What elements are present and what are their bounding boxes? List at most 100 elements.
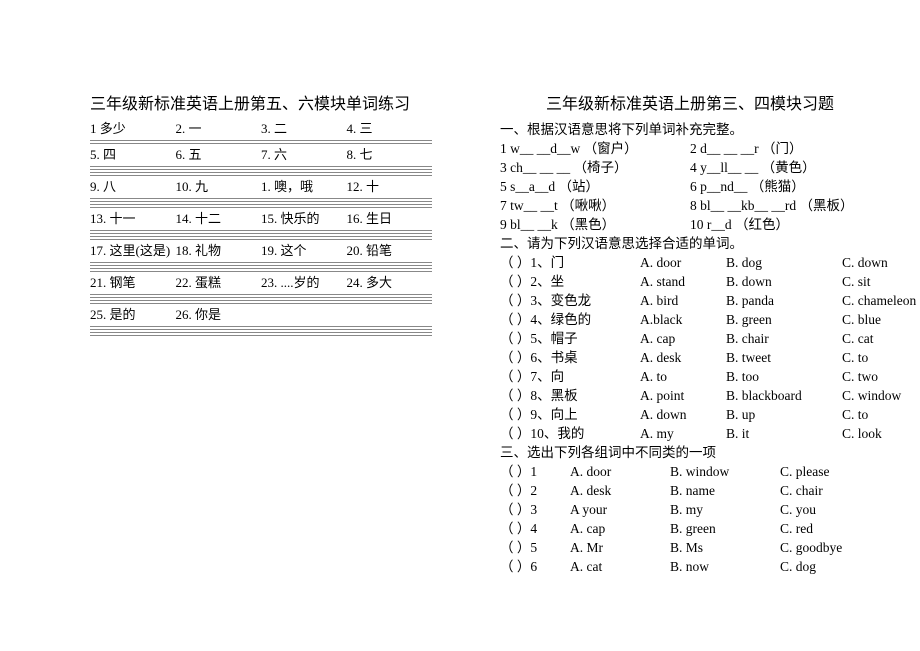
mc-option: B. green: [670, 519, 780, 538]
mc-item: （ ）2、坐A. standB. downC. sit: [500, 272, 880, 291]
write-line: [90, 268, 432, 269]
mc-item: （ ）9、向上A. downB. upC. to: [500, 405, 880, 424]
mc-item: （ ）1A. doorB. windowC. please: [500, 462, 880, 481]
mc-option: A. point: [640, 386, 720, 405]
fill-pair: 9 bl__ __k （黑色）10 r__d （红色）: [500, 215, 880, 234]
mc-stem: （ ）9、向上: [500, 405, 640, 424]
word-item: [261, 306, 347, 324]
fill-left: 5 s__a__d （站）: [500, 177, 690, 196]
mc-option: A. desk: [640, 348, 720, 367]
mc-option: A. cat: [570, 557, 670, 576]
write-line: [90, 271, 432, 272]
mc-option: C. red: [780, 519, 813, 538]
left-groups: 1 多少2. 一3. 二4. 三5. 四6. 五7. 六8. 七9. 八10. …: [90, 120, 432, 336]
mc-item: （ ）6、书桌A. deskB. tweetC. to: [500, 348, 880, 367]
word-group: 5. 四6. 五7. 六8. 七: [90, 146, 432, 176]
mc-option: C. two: [842, 367, 878, 386]
mc-stem: （ ）5、帽子: [500, 329, 640, 348]
mc-option: B. name: [670, 481, 780, 500]
word-item: 15. 快乐的: [261, 210, 347, 228]
mc-option: C. cat: [842, 329, 874, 348]
write-line: [90, 143, 432, 144]
mc-option: A. my: [640, 424, 720, 443]
word-item: 10. 九: [176, 178, 262, 196]
write-line: [90, 169, 432, 170]
write-line: [90, 198, 432, 199]
word-item: 24. 多大: [347, 274, 433, 292]
mc-stem: （ ）1: [500, 462, 570, 481]
section2-heading: 二、请为下列汉语意思选择合适的单词。: [500, 234, 880, 253]
mc-item: （ ）4、绿色的A.blackB. greenC. blue: [500, 310, 880, 329]
fill-right: 6 p__nd__ （熊猫）: [690, 179, 805, 194]
mc-option: C. window: [842, 386, 901, 405]
fill-left: 1 w__ __d__w （窗户）: [500, 139, 690, 158]
mc-option: C. chair: [780, 481, 823, 500]
write-line: [90, 204, 432, 205]
write-line: [90, 297, 432, 298]
section1-heading: 一、根据汉语意思将下列单词补充完整。: [500, 120, 880, 139]
section3: 三、选出下列各组词中不同类的一项 （ ）1A. doorB. windowC. …: [500, 443, 880, 576]
word-row: 25. 是的26. 你是: [90, 306, 432, 324]
word-item: 4. 三: [347, 120, 433, 138]
write-line: [90, 201, 432, 202]
mc-option: B. panda: [726, 291, 836, 310]
mc-option: C. down: [842, 253, 888, 272]
mc-option: C. to: [842, 348, 868, 367]
word-item: 25. 是的: [90, 306, 176, 324]
mc-option: C. look: [842, 424, 882, 443]
word-item: 18. 礼物: [176, 242, 262, 260]
word-item: 5. 四: [90, 146, 176, 164]
word-item: 8. 七: [347, 146, 433, 164]
write-line: [90, 140, 432, 141]
mc-item: （ ）1、门A. doorB. dogC. down: [500, 253, 880, 272]
word-item: [347, 306, 433, 324]
mc-item: （ ）3、变色龙A. birdB. pandaC. chameleon: [500, 291, 880, 310]
fill-pair: 3 ch__ __ __ （椅子）4 y__ll__ __ （黄色）: [500, 158, 880, 177]
word-row: 1 多少2. 一3. 二4. 三: [90, 120, 432, 138]
write-line: [90, 236, 432, 237]
mc-option: B. dog: [726, 253, 836, 272]
write-line: [90, 335, 432, 336]
mc-item: （ ）5、帽子A. capB. chairC. cat: [500, 329, 880, 348]
mc-option: A. cap: [640, 329, 720, 348]
mc-option: C. sit: [842, 272, 871, 291]
mc-item: （ ）5A. MrB. MsC. goodbye: [500, 538, 880, 557]
write-line: [90, 326, 432, 327]
left-title: 三年级新标准英语上册第五、六模块单词练习: [90, 90, 432, 114]
fill-pair: 1 w__ __d__w （窗户）2 d__ __ __r （门）: [500, 139, 880, 158]
section1: 一、根据汉语意思将下列单词补充完整。 1 w__ __d__w （窗户）2 d_…: [500, 120, 880, 234]
write-line: [90, 303, 432, 304]
mc-option: B. window: [670, 462, 780, 481]
mc-option: B. Ms: [670, 538, 780, 557]
word-item: 9. 八: [90, 178, 176, 196]
fill-left: 9 bl__ __k （黑色）: [500, 215, 690, 234]
fill-left: 3 ch__ __ __ （椅子）: [500, 158, 690, 177]
fill-right: 4 y__ll__ __ （黄色）: [690, 160, 816, 175]
mc-stem: （ ）5: [500, 538, 570, 557]
word-group: 9. 八10. 九1. 噢，哦12. 十: [90, 178, 432, 208]
mc-stem: （ ）6、书桌: [500, 348, 640, 367]
mc-stem: （ ）8、黑板: [500, 386, 640, 405]
mc-stem: （ ）4、绿色的: [500, 310, 640, 329]
word-item: 1. 噢，哦: [261, 178, 347, 196]
fill-right: 8 bl__ __kb__ __rd （黑板）: [690, 198, 854, 213]
mc-stem: （ ）10、我的: [500, 424, 640, 443]
right-title: 三年级新标准英语上册第三、四模块习题: [500, 90, 880, 114]
mc-stem: （ ）7、向: [500, 367, 640, 386]
write-line: [90, 294, 432, 295]
word-item: 23. ....岁的: [261, 274, 347, 292]
mc-option: B. down: [726, 272, 836, 291]
word-group: 17. 这里(这是)18. 礼物19. 这个20. 铅笔: [90, 242, 432, 272]
mc-option: B. now: [670, 557, 780, 576]
write-line: [90, 172, 432, 173]
write-line: [90, 175, 432, 176]
mc-option: C. please: [780, 462, 830, 481]
mc-stem: （ ）2: [500, 481, 570, 500]
word-item: 2. 一: [176, 120, 262, 138]
mc-item: （ ）8、黑板A. pointB. blackboardC. window: [500, 386, 880, 405]
write-line: [90, 230, 432, 231]
word-item: 12. 十: [347, 178, 433, 196]
mc-option: B. too: [726, 367, 836, 386]
mc-option: C. goodbye: [780, 538, 842, 557]
mc-option: C. dog: [780, 557, 816, 576]
